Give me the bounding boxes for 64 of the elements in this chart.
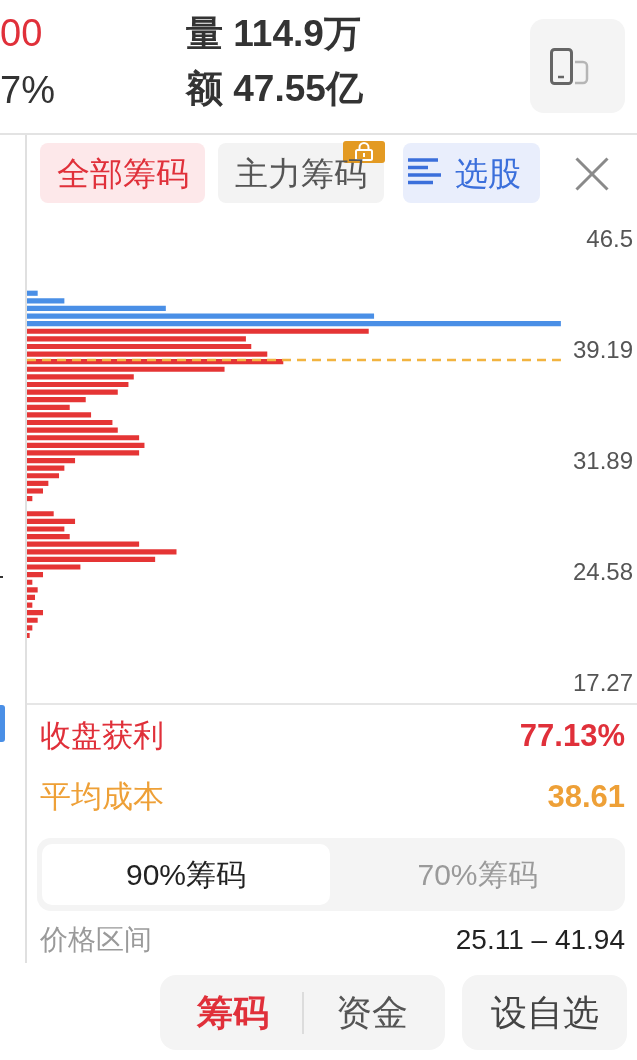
y-tick-label: 46.5 (586, 224, 633, 252)
bar (27, 290, 38, 296)
bar (27, 435, 140, 441)
bar (27, 450, 140, 456)
bar (27, 488, 44, 494)
text: 筹码 (197, 991, 269, 1033)
text: 收盘获利 (40, 717, 164, 753)
y-tick-label: 24.58 (572, 558, 633, 586)
bar (27, 457, 76, 464)
bar (27, 602, 33, 608)
bar (27, 526, 65, 532)
text: 价格区间 (40, 924, 152, 955)
bar (27, 427, 118, 433)
bar (27, 381, 129, 388)
bar (27, 610, 44, 616)
bar (27, 313, 375, 319)
text: 77.13% (519, 717, 625, 753)
bar (27, 572, 44, 578)
bar (27, 298, 65, 304)
bar (27, 389, 118, 395)
bar (27, 594, 36, 601)
bar (27, 549, 177, 555)
text: 00 (0, 12, 43, 54)
text: 额 47.55亿 (186, 67, 363, 109)
bar (27, 328, 369, 334)
bar (27, 556, 156, 562)
bar (27, 534, 70, 540)
bar (27, 343, 252, 350)
bar (27, 351, 268, 357)
text: 90%筹码 (125, 857, 247, 891)
bar (27, 617, 38, 623)
bar (27, 366, 225, 372)
bar (27, 442, 145, 448)
y-tick-label: 39.19 (572, 335, 633, 363)
bar (27, 419, 113, 426)
text: 设自选 (490, 991, 599, 1033)
text: 7% (0, 69, 55, 111)
text: 量 114.9万 (186, 12, 361, 54)
bar (27, 397, 86, 403)
bar (27, 374, 134, 380)
text: 选股 (455, 154, 521, 192)
text: 25.11 – 41.94 (455, 924, 625, 955)
bar (27, 587, 38, 593)
text: 38.61 (547, 778, 625, 814)
text: 全部筹码 (56, 154, 189, 192)
bar (27, 518, 76, 524)
bar (27, 321, 561, 327)
bar (27, 511, 54, 517)
bar (27, 541, 140, 547)
bar (27, 564, 81, 570)
y-tick-label: 17.27 (572, 669, 633, 697)
text: 平均成本 (40, 778, 164, 814)
bar (27, 412, 92, 418)
bar (27, 404, 70, 410)
y-tick-label: 31.89 (572, 446, 633, 474)
bar (27, 632, 30, 639)
bar (27, 473, 60, 479)
text: 资金 (336, 991, 408, 1033)
bar (27, 480, 49, 486)
bar (27, 305, 166, 312)
bar (27, 336, 246, 342)
text: 主力筹码 (235, 154, 367, 192)
bar (27, 465, 65, 471)
text: 70%筹码 (417, 857, 538, 891)
